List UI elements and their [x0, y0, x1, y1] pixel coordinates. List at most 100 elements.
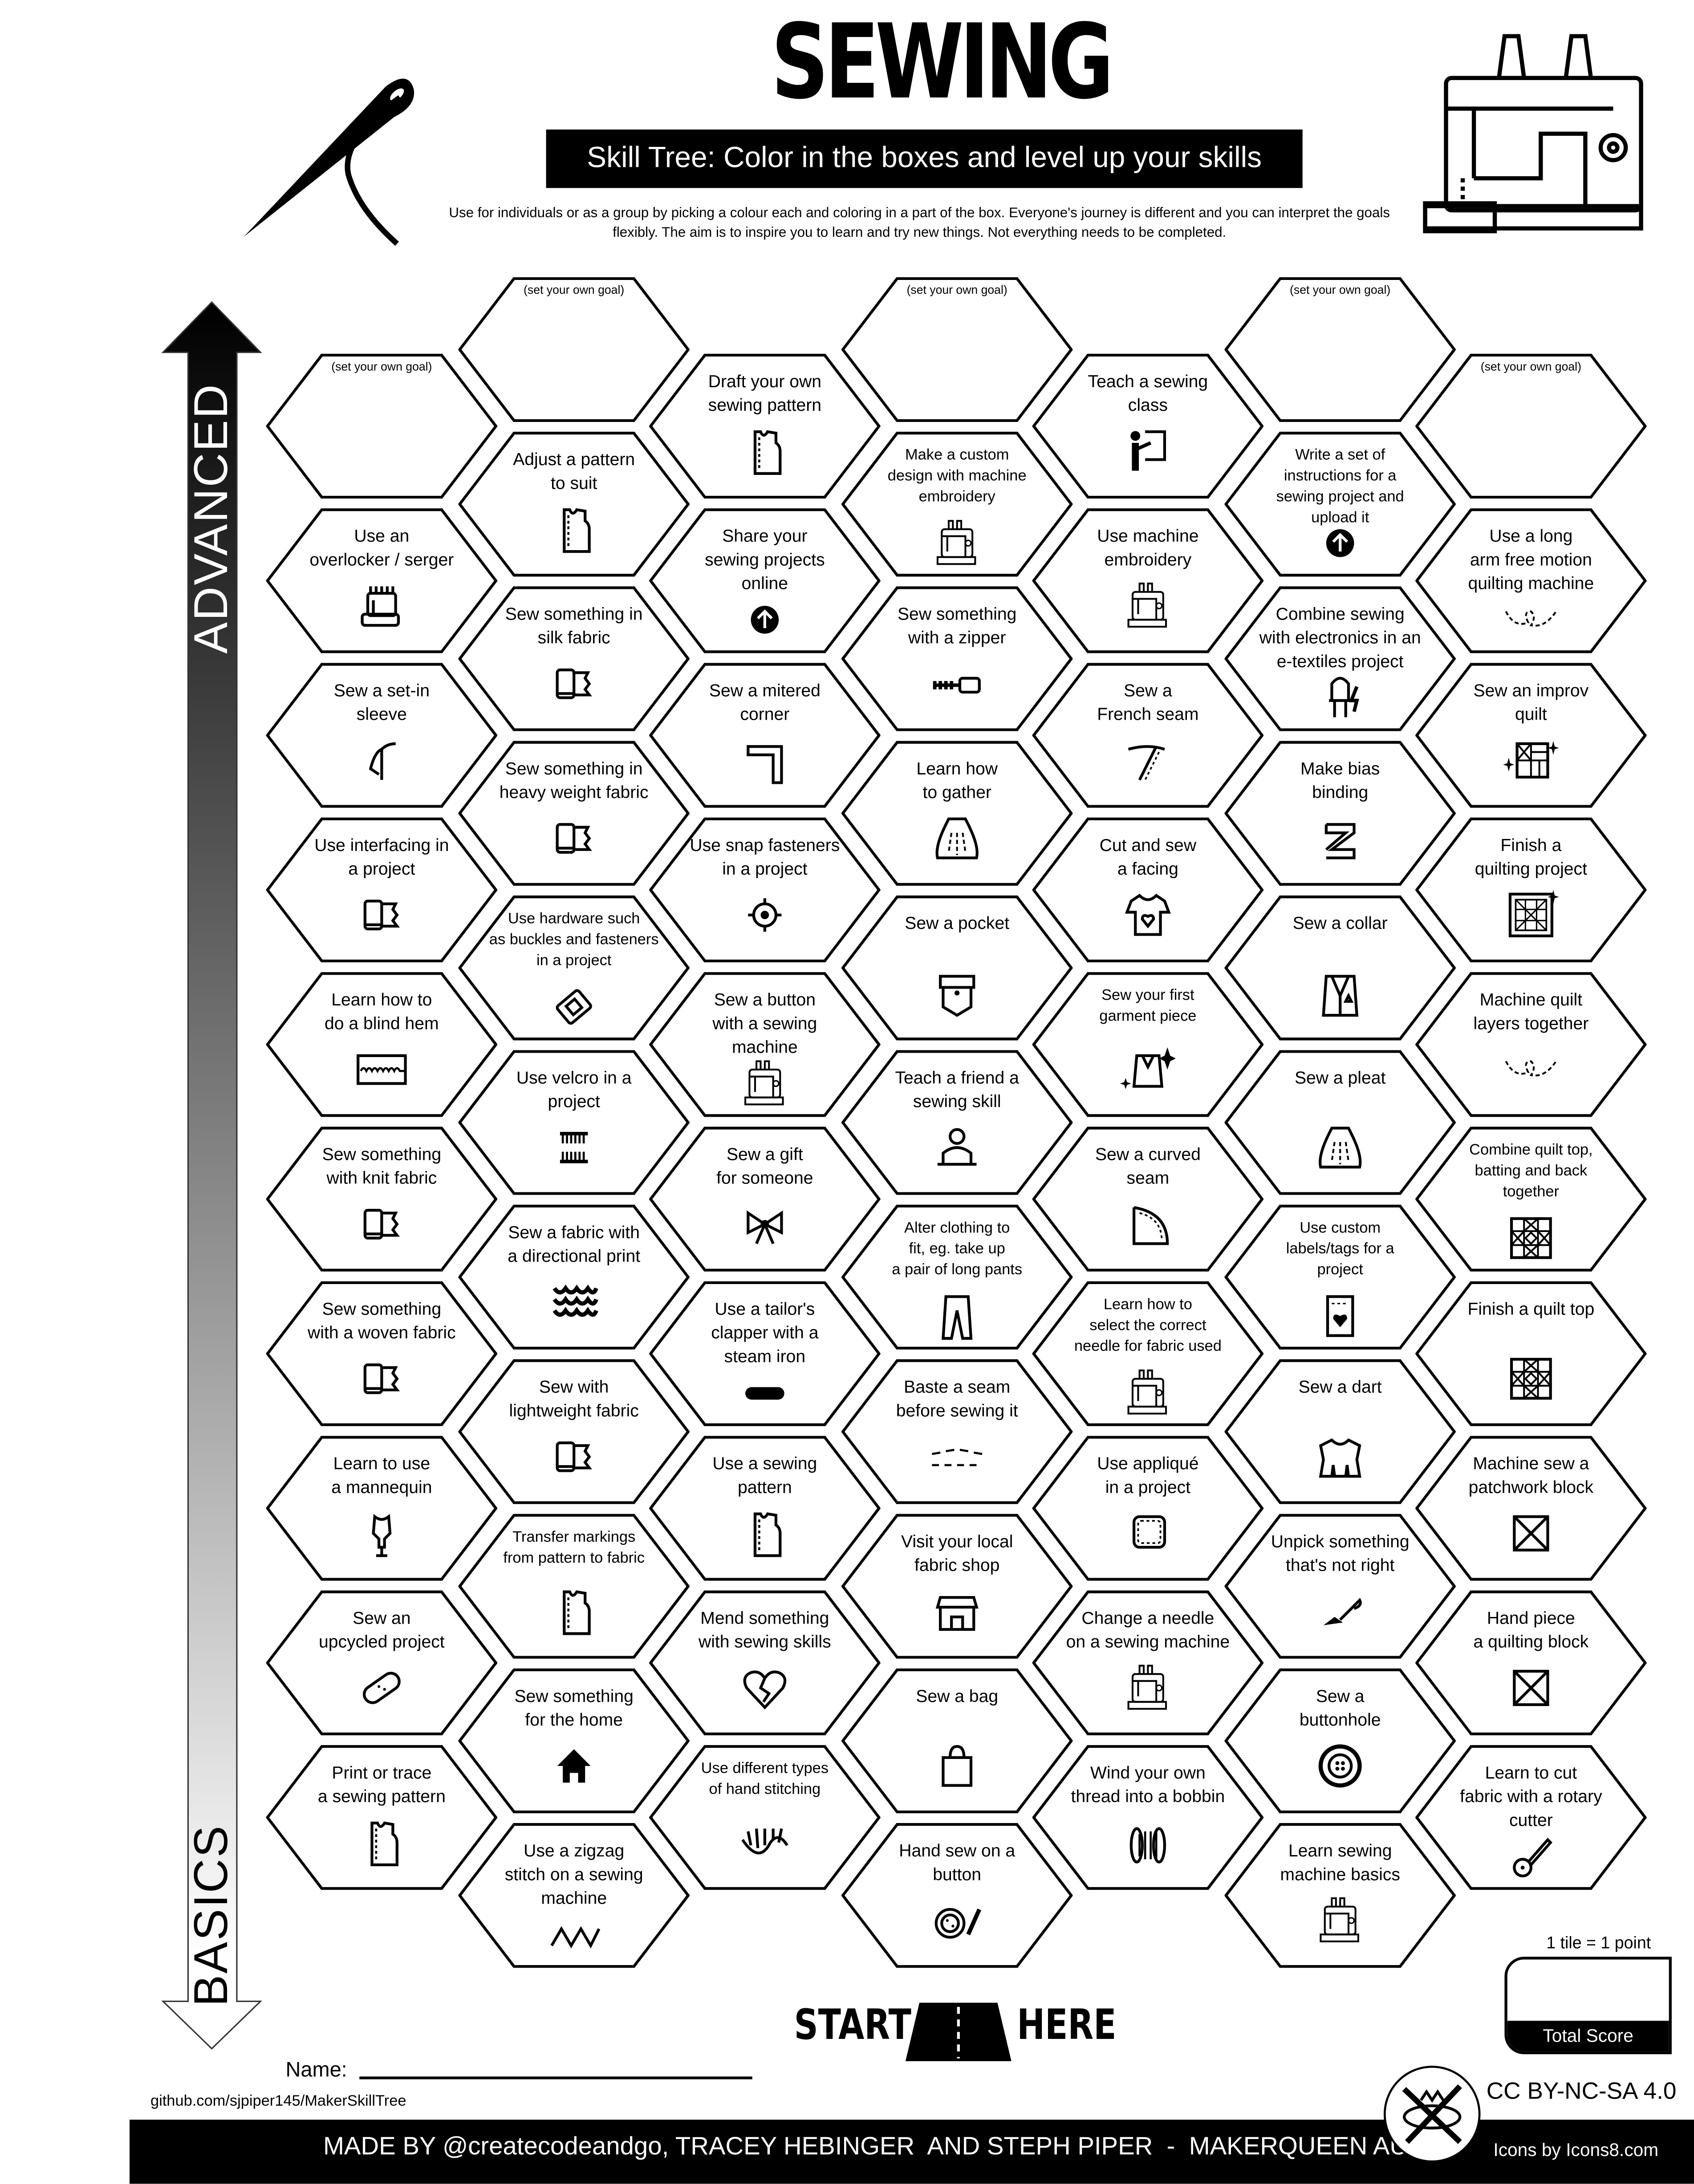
skill-tile[interactable]: Finish a quilt top [1415, 1281, 1647, 1426]
skill-tile[interactable]: Sew a fabric with a directional print [458, 1204, 690, 1350]
skill-tile[interactable]: Sew an upcycled project [266, 1590, 498, 1735]
skill-tile[interactable]: Use machine embroidery [1032, 508, 1264, 653]
skill-tile[interactable]: Baste a seam before sewing it [841, 1359, 1073, 1504]
skill-tile[interactable]: Wind your own thread into a bobbin [1032, 1745, 1264, 1890]
skill-tile[interactable]: Sew a button with a sewing machine [649, 972, 881, 1117]
skill-tile[interactable]: Learn sewing machine basics [1224, 1823, 1456, 1968]
skill-tile[interactable]: Learn how to do a blind hem [266, 972, 498, 1117]
skill-tile[interactable]: Change a needle on a sewing machine [1032, 1590, 1264, 1735]
skill-tile[interactable]: Sew a buttonhole [1224, 1668, 1456, 1814]
skill-tile[interactable]: Sew a dart [1224, 1359, 1456, 1504]
skill-tile[interactable]: Combine sewing with electronics in an e-… [1224, 586, 1456, 731]
skill-label: Baste a seam before sewing it [896, 1377, 1018, 1421]
mannequin-icon [372, 1514, 392, 1557]
skill-tile[interactable]: Share your sewing projects online [649, 508, 881, 653]
skill-tile[interactable]: Use a long arm free motion quilting mach… [1415, 508, 1647, 653]
name-field[interactable] [359, 2076, 752, 2079]
skill-tile[interactable]: Sew a gift for someone [649, 1126, 881, 1272]
skill-label: Sew a collar [1292, 913, 1388, 933]
custom-goal-tile[interactable]: (set your own goal) [1224, 277, 1456, 422]
hex-outline [649, 1126, 881, 1272]
skill-tile[interactable]: Use custom labels/tags for a project [1224, 1204, 1456, 1350]
skill-tile[interactable]: Use hardware such as buckles and fastene… [458, 895, 690, 1041]
hex-outline [1032, 817, 1264, 963]
skill-tile[interactable]: Hand piece a quilting block [1415, 1590, 1647, 1735]
zipper-icon [933, 677, 981, 694]
skill-tile[interactable]: Use velcro in a project [458, 1050, 690, 1195]
skill-tile[interactable]: Transfer markings from pattern to fabric [458, 1514, 690, 1659]
skill-tile[interactable]: Cut and sew a facing [1032, 817, 1264, 963]
custom-goal-tile[interactable]: (set your own goal) [841, 277, 1073, 422]
hex-outline [458, 432, 690, 577]
skill-tile[interactable]: Draft your own sewing pattern [649, 353, 881, 499]
advanced-label-wrap: ADVANCED [146, 383, 286, 654]
skill-tile[interactable]: Unpick something that's not right [1224, 1514, 1456, 1659]
skill-tile[interactable]: Sew something with knit fabric [266, 1126, 498, 1272]
skill-label: Hand sew on a button [899, 1841, 1016, 1884]
skill-tile[interactable]: Make a custom design with machine embroi… [841, 432, 1073, 577]
hex-outline [649, 972, 881, 1117]
basics-label: BASICS [185, 1824, 239, 2007]
skill-tile[interactable]: Machine quilt layers together [1415, 972, 1647, 1117]
skill-tile[interactable]: Learn to use a mannequin [266, 1436, 498, 1581]
hex-outline [841, 1514, 1073, 1659]
upload-icon [751, 606, 779, 634]
custom-goal-tile[interactable]: (set your own goal) [458, 277, 690, 422]
custom-goal-tile[interactable]: (set your own goal) [266, 353, 498, 499]
skill-tile[interactable]: Sew something for the home [458, 1668, 690, 1814]
skill-tile[interactable]: Use different types of hand stitching [649, 1745, 881, 1890]
skill-tile[interactable]: Alter clothing to fit, eg. take up a pai… [841, 1204, 1073, 1350]
skill-tile[interactable]: Sew something with a woven fabric [266, 1281, 498, 1426]
skill-tile[interactable]: Mend something with sewing skills [649, 1590, 881, 1735]
skill-label: Use appliqué in a project [1097, 1454, 1199, 1497]
skill-tile[interactable]: Use a zigzag stitch on a sewing machine [458, 1823, 690, 1968]
custom-goal-tile[interactable]: (set your own goal) [1415, 353, 1647, 499]
skill-tile[interactable]: Sew a bag [841, 1668, 1073, 1814]
hex-outline [1032, 353, 1264, 499]
skill-tile[interactable]: Teach a sewing class [1032, 353, 1264, 499]
skill-tile[interactable]: Use an overlocker / serger [266, 508, 498, 653]
skill-tile[interactable]: Sew a collar [1224, 895, 1456, 1041]
skill-tile[interactable]: Sew a pleat [1224, 1050, 1456, 1195]
skill-label: Sew a mitered corner [709, 681, 821, 725]
skill-tile[interactable]: Learn how to gather [841, 741, 1073, 886]
skill-tile[interactable]: Combine quilt top, batting and back toge… [1415, 1126, 1647, 1272]
blind-hem-icon [357, 1054, 407, 1085]
hex-outline [841, 1823, 1073, 1968]
skill-tile[interactable]: Sew a mitered corner [649, 663, 881, 808]
skill-tile[interactable]: Sew a set-in sleeve [266, 663, 498, 808]
skill-label: Sew a gift for someone [716, 1145, 813, 1188]
skill-tile[interactable]: Learn how to select the correct needle f… [1032, 1281, 1264, 1426]
skill-tile[interactable]: Machine sew a patchwork block [1415, 1436, 1647, 1581]
skill-tile[interactable]: Visit your local fabric shop [841, 1514, 1073, 1659]
hex-outline [841, 277, 1073, 422]
skill-tile[interactable]: Sew something with a zipper [841, 586, 1073, 731]
skill-tile[interactable]: Hand sew on a button [841, 1823, 1073, 1968]
skill-tile[interactable]: Sew your first garment piece [1032, 972, 1264, 1117]
skill-tile[interactable]: Use interfacing in a project [266, 817, 498, 963]
skill-tile[interactable]: Sew with lightweight fabric [458, 1359, 690, 1504]
led-icon [1329, 677, 1359, 717]
skill-tile[interactable]: Use a sewing pattern [649, 1436, 881, 1581]
skill-tile[interactable]: Finish a quilting project [1415, 817, 1647, 963]
skill-tile[interactable]: Sew a pocket [841, 895, 1073, 1041]
skill-tile[interactable]: Use a tailor's clapper with a steam iron [649, 1281, 881, 1426]
github-link[interactable]: github.com/sjpiper145/MakerSkillTree [150, 2093, 406, 2110]
hex-outline [1032, 1590, 1264, 1735]
skill-tile[interactable]: Sew something in silk fabric [458, 586, 690, 731]
bias-tape-icon [1324, 823, 1356, 859]
skill-tile[interactable]: Make bias binding [1224, 741, 1456, 886]
skill-tile[interactable]: Sew a French seam [1032, 663, 1264, 808]
skill-tile[interactable]: Print or trace a sewing pattern [266, 1745, 498, 1890]
skill-tile[interactable]: Use appliqué in a project [1032, 1436, 1264, 1581]
skill-tile[interactable]: Adjust a pattern to suit [458, 432, 690, 577]
skill-tile[interactable]: Sew something in heavy weight fabric [458, 741, 690, 886]
skill-tile[interactable]: Sew an improv quilt [1415, 663, 1647, 808]
quilt-sparkle-icon [1503, 741, 1559, 779]
skill-tile[interactable]: Write a set of instructions for a sewing… [1224, 432, 1456, 577]
skill-tile[interactable]: Teach a friend a sewing skill [841, 1050, 1073, 1195]
skill-tile[interactable]: Learn to cut fabric with a rotary cutter [1415, 1745, 1647, 1890]
skill-tile[interactable]: Use snap fasteners in a project [649, 817, 881, 963]
total-score-box[interactable]: Total Score [1504, 1957, 1672, 2054]
skill-tile[interactable]: Sew a curved seam [1032, 1126, 1264, 1272]
